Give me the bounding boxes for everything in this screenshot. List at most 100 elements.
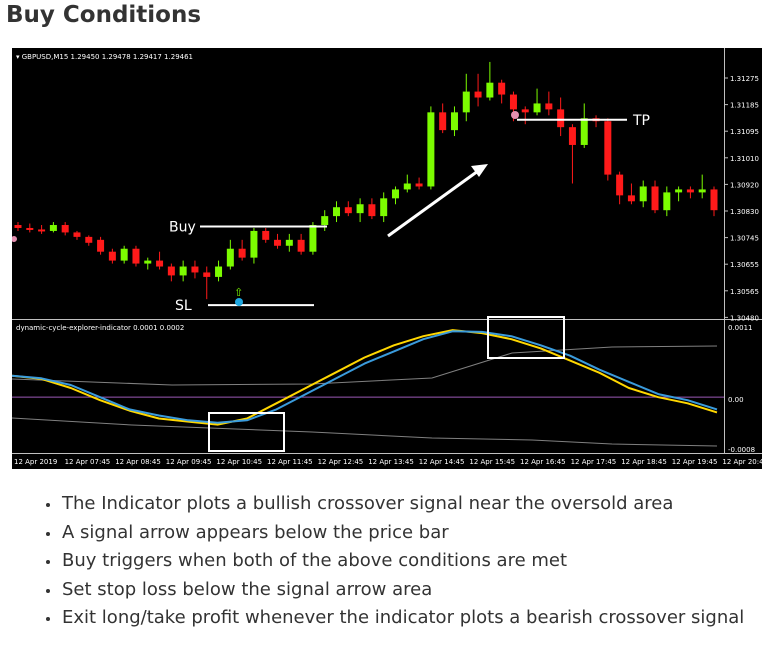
candle-body [462,91,470,113]
price-tick-label: 1.31095 [730,128,759,136]
candle-body [38,229,46,232]
candle-body [49,225,57,231]
buy-signal-dot-icon [235,298,243,306]
candle-body [321,216,329,226]
candle-body [144,260,152,264]
price-tick-label: 1.30745 [730,235,759,243]
buy-label: Buy [169,219,196,235]
price-tick-label: 1.30655 [730,261,759,269]
candle-body [262,230,270,240]
candle-body [474,91,482,98]
candle-body [61,225,69,233]
up-arrow-icon: ⇧ [234,286,243,299]
sl-label: SL [175,298,192,314]
candle-body [14,225,22,228]
time-tick-label: 12 Apr 17:45 [571,458,617,466]
candle-body [167,266,175,276]
candle-body [156,260,164,267]
tp-label: TP [632,113,650,129]
chart-canvas: ▾ GBPUSD,M15 1.29450 1.29478 1.29417 1.2… [12,48,762,466]
time-tick-label: 12 Apr 10:45 [216,458,262,466]
oversold-crossover-box [208,412,285,452]
price-tick-label: 1.31275 [730,75,759,83]
candle-body [627,195,635,202]
price-tick-label: 1.30480 [730,314,759,322]
time-tick-label: 12 Apr 18:45 [621,458,667,466]
trend-arrow-head [471,164,488,177]
candle-body [509,94,517,110]
candle-body [26,227,34,230]
candle-body [391,189,399,199]
candle-body [486,82,494,98]
list-item: Set stop loss below the signal arrow are… [61,576,744,605]
candle-body [545,103,553,110]
envelope-lower-line [12,417,718,447]
time-tick-label: 12 Apr 08:45 [115,458,161,466]
trading-chart[interactable]: ▾ GBPUSD,M15 1.29450 1.29478 1.29417 1.2… [12,48,762,469]
candle-body [297,239,305,252]
indicator-tick-label: -0.0008 [728,446,755,454]
price-tick-label: 1.31185 [730,102,759,110]
candle-body [686,189,694,193]
candle-body [274,239,282,246]
candle-body [521,109,529,113]
candle-body [415,183,423,187]
candle-body [309,225,317,252]
candle-body [568,127,576,145]
conditions-list: The Indicator plots a bullish crossover … [36,490,744,633]
candle-body [356,204,364,214]
candle-body [368,204,376,217]
overbought-crossover-box [487,316,565,359]
time-tick-label: 12 Apr 2019 [14,458,57,466]
time-tick-label: 12 Apr 12:45 [318,458,364,466]
fast-signal-line [12,329,718,426]
slow-signal-line [12,330,718,424]
candle-body [97,239,105,252]
candle-body [663,192,671,211]
candle-body [616,174,624,196]
time-tick-label: 12 Apr 20:45 [722,458,762,466]
candle-body [132,248,140,264]
page-title: Buy Conditions [6,2,202,28]
candle-body [226,248,234,267]
time-tick-label: 12 Apr 15:45 [469,458,515,466]
time-tick-label: 12 Apr 14:45 [419,458,465,466]
time-tick-label: 12 Apr 11:45 [267,458,313,466]
list-item: Exit long/take profit whenever the indic… [61,604,744,633]
time-tick-label: 12 Apr 16:45 [520,458,566,466]
candle-body [179,266,187,276]
candle-body [580,118,588,145]
candle-body [698,189,706,193]
candle-body [203,272,211,277]
price-tick-label: 1.30920 [730,181,759,189]
candle-body [191,266,199,273]
candle-body [238,248,246,258]
candle-body [651,186,659,211]
candle-body [73,232,81,237]
candle-body [250,230,258,258]
list-item: The Indicator plots a bullish crossover … [61,490,744,519]
list-item: Buy triggers when both of the above cond… [61,547,744,576]
candle-body [498,82,506,95]
sell-signal-dot-icon [12,236,17,242]
time-tick-label: 12 Apr 13:45 [368,458,414,466]
sell-signal-dot-icon [511,111,519,119]
candle-body [285,239,293,246]
time-tick-label: 12 Apr 07:45 [65,458,111,466]
candle-body [557,109,565,128]
price-tick-label: 1.30830 [730,208,759,216]
candle-body [604,121,612,175]
indicator-label: dynamic-cycle-explorer-indicator 0.0001 … [16,324,184,332]
candle-body [675,189,683,193]
price-tick-label: 1.30565 [730,288,759,296]
candle-body [333,207,341,217]
candle-body [215,266,223,277]
price-tick-label: 1.31010 [730,155,759,163]
indicator-tick-label: 0.00 [728,396,744,404]
candle-body [85,236,93,243]
candle-body [403,183,411,190]
candle-body [380,198,388,217]
candle-body [120,248,128,261]
candle-body [108,251,116,261]
candle-body [639,186,647,202]
